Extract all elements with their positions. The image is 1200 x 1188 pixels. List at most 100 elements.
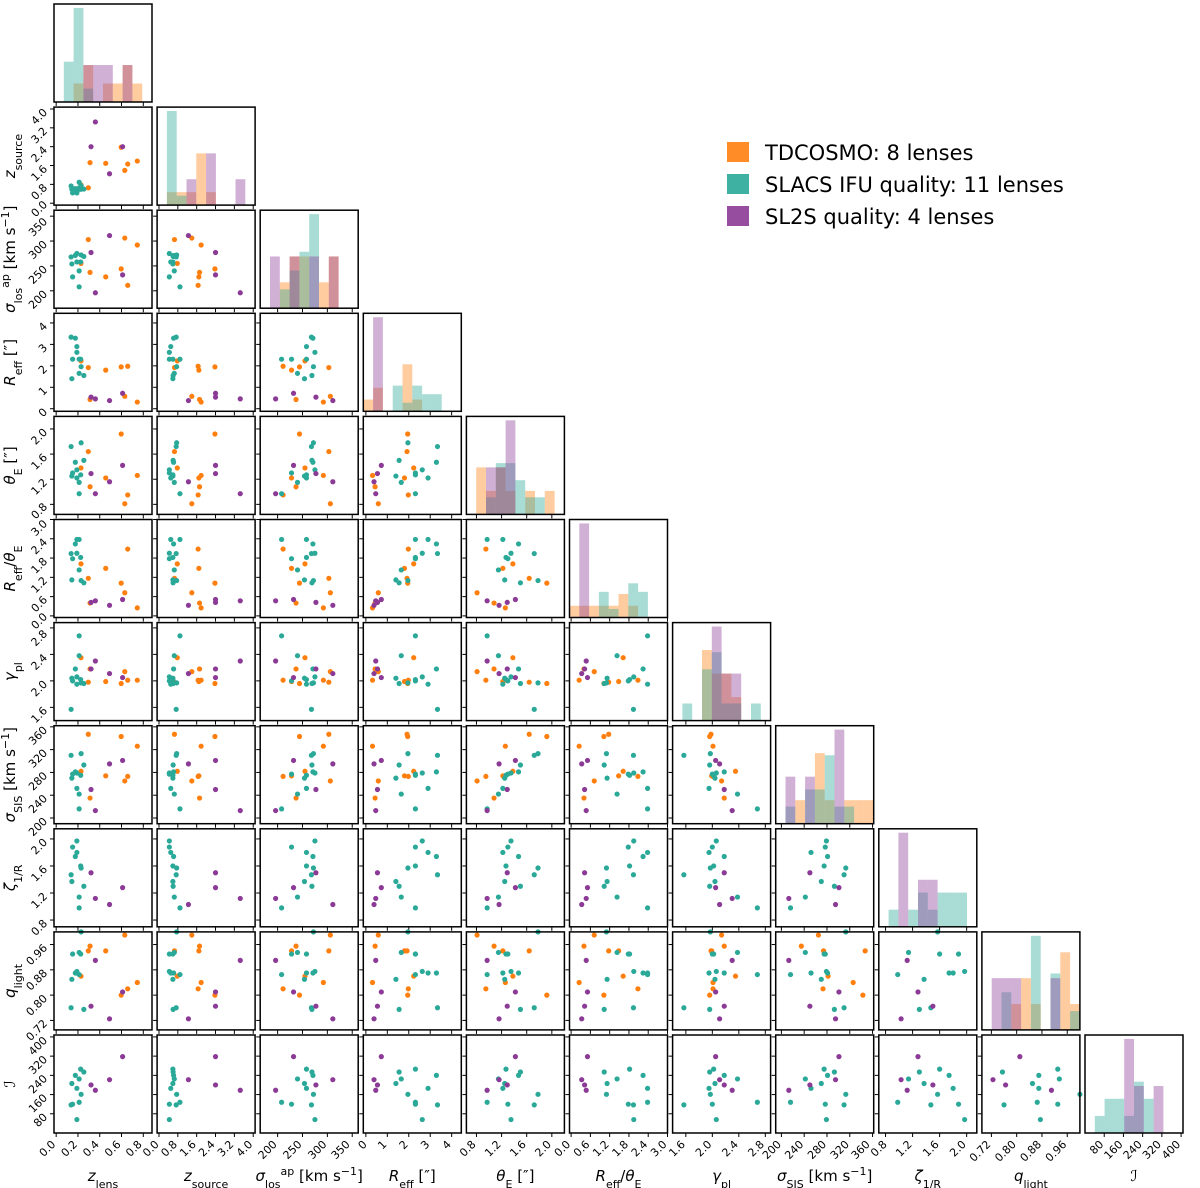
scatter-point bbox=[85, 185, 91, 191]
scatter-point bbox=[483, 773, 489, 780]
axis-label-part: eff bbox=[606, 1178, 621, 1188]
scatter-point bbox=[273, 895, 279, 902]
histogram-bar bbox=[608, 605, 619, 618]
scatter-point bbox=[290, 390, 297, 396]
scatter-point bbox=[404, 448, 410, 455]
scatter-point bbox=[579, 1016, 585, 1022]
scatter-point bbox=[78, 768, 84, 774]
scatter-point bbox=[196, 565, 202, 571]
scatter-point bbox=[302, 561, 308, 567]
scatter-point bbox=[644, 1099, 651, 1105]
scatter-point bbox=[591, 932, 597, 938]
scatter-point bbox=[484, 905, 490, 911]
panel-frame bbox=[568, 724, 669, 825]
scatter-point bbox=[237, 290, 243, 296]
scatter-point bbox=[87, 943, 93, 949]
scatter-point bbox=[198, 605, 204, 611]
scatter-point bbox=[195, 986, 201, 992]
scatter-point bbox=[582, 1003, 588, 1009]
scatter-point bbox=[278, 633, 285, 639]
scatter-point bbox=[125, 492, 131, 498]
scatter-point bbox=[843, 1091, 849, 1097]
scatter-point bbox=[78, 364, 84, 370]
panel-frame bbox=[53, 621, 153, 722]
histogram-bar bbox=[1153, 1085, 1164, 1133]
scatter-point bbox=[808, 849, 814, 856]
scatter-point bbox=[134, 242, 140, 248]
scatter-point bbox=[76, 791, 82, 797]
scatter-point bbox=[930, 1082, 936, 1088]
panel-q-vs-ssis bbox=[771, 929, 875, 1034]
x-tick-label: 0.80 bbox=[992, 1138, 1019, 1165]
histogram-bar bbox=[132, 83, 143, 102]
scatter-point bbox=[103, 160, 109, 166]
panel-frame bbox=[156, 828, 256, 928]
panel-thE-vs-reff bbox=[359, 415, 463, 519]
scatter-point bbox=[807, 870, 813, 876]
scatter-point bbox=[425, 681, 431, 687]
scatter-point bbox=[237, 396, 243, 402]
scatter-point bbox=[955, 951, 962, 957]
scatter-point bbox=[310, 364, 317, 370]
scatter-point bbox=[106, 761, 113, 767]
y-tick-label: 4.0 bbox=[29, 106, 51, 128]
scatter-point bbox=[635, 677, 641, 683]
scatter-point bbox=[185, 232, 192, 239]
histogram-bar bbox=[844, 800, 855, 824]
scatter-point bbox=[616, 773, 622, 779]
x-tick-label: 200 bbox=[256, 1138, 280, 1162]
x-tick-label: 0.0 bbox=[37, 1138, 59, 1160]
panel-frame bbox=[465, 1034, 566, 1134]
scatter-point bbox=[729, 895, 735, 902]
scatter-point bbox=[955, 1101, 962, 1107]
axis-label-part: source bbox=[12, 134, 25, 171]
x-tick-label: 2.4 bbox=[196, 1138, 218, 1160]
scatter-point bbox=[198, 472, 204, 479]
scatter-point bbox=[644, 849, 651, 856]
scatter-point bbox=[502, 743, 508, 749]
scatter-point bbox=[512, 596, 519, 603]
panel-frame bbox=[156, 209, 256, 309]
scatter-point bbox=[303, 1066, 310, 1072]
scatter-point bbox=[173, 1102, 179, 1108]
scatter-point bbox=[712, 775, 718, 781]
scatter-point bbox=[88, 1003, 94, 1009]
scatter-point bbox=[288, 367, 295, 373]
scatter-point bbox=[125, 773, 131, 780]
scatter-point bbox=[707, 762, 713, 768]
scatter-point bbox=[76, 567, 82, 573]
x-tick-label: 2.0 bbox=[693, 1138, 715, 1160]
histogram-bar bbox=[83, 65, 94, 102]
y-tick-label: 320 bbox=[26, 747, 50, 771]
y-tick-label: 200 bbox=[26, 815, 50, 839]
scatter-point bbox=[535, 865, 541, 871]
scatter-point bbox=[950, 970, 956, 976]
scatter-point bbox=[535, 680, 541, 686]
scatter-point bbox=[372, 484, 378, 490]
scatter-point bbox=[504, 870, 510, 876]
scatter-point bbox=[280, 363, 286, 369]
panel-q-vs-thE bbox=[462, 929, 566, 1034]
scatter-point bbox=[372, 795, 378, 801]
histogram-bar bbox=[1011, 1004, 1022, 1030]
scatter-point bbox=[937, 1066, 943, 1072]
scatter-point bbox=[935, 1091, 941, 1097]
scatter-point bbox=[419, 674, 425, 680]
scatter-point bbox=[72, 666, 78, 672]
scatter-point bbox=[76, 284, 82, 290]
axis-label-part: ] bbox=[1, 727, 19, 733]
scatter-point bbox=[836, 1054, 842, 1060]
y-tick-label: 2.0 bbox=[29, 678, 51, 700]
scatter-point bbox=[76, 949, 82, 956]
scatter-point bbox=[76, 370, 82, 376]
scatter-point bbox=[278, 491, 285, 497]
scatter-point bbox=[433, 853, 440, 860]
scatter-point bbox=[70, 274, 76, 280]
panel-frame bbox=[671, 724, 772, 825]
scatter-point bbox=[294, 791, 301, 797]
scatter-point bbox=[950, 1085, 956, 1091]
scatter-point bbox=[732, 973, 739, 979]
